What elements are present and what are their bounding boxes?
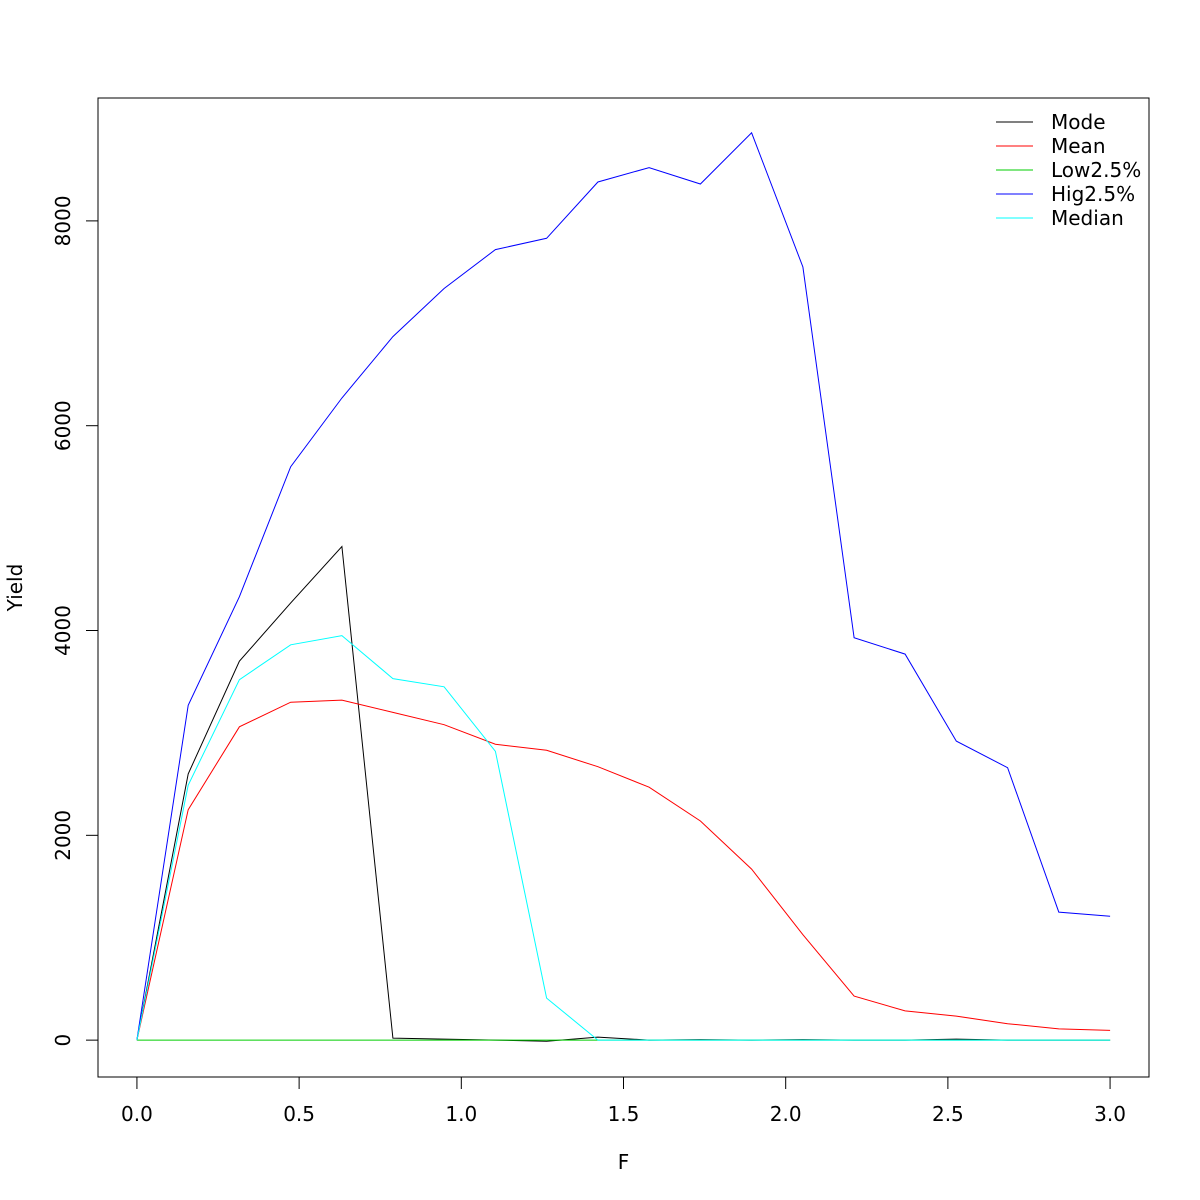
x-tick-label: 1.5 (608, 1102, 640, 1126)
plot-frame (97, 97, 1150, 1078)
x-tick-label: 3.0 (1094, 1102, 1126, 1126)
legend-label-mean: Mean (1051, 134, 1106, 158)
x-axis: 0.0 0.5 1.0 1.5 2.0 2.5 3.0 (121, 1076, 1126, 1126)
y-tick-label: 8000 (51, 195, 75, 246)
y-tick-label: 0 (51, 1034, 75, 1047)
series-lines (136, 131, 1111, 1042)
legend-label-hig2-5: Hig2.5% (1051, 182, 1135, 206)
x-tick-label: 2.0 (770, 1102, 802, 1126)
x-axis-title: F (618, 1150, 630, 1174)
y-tick-label: 2000 (51, 810, 75, 861)
y-axis: 0 2000 4000 6000 8000 (51, 195, 99, 1047)
series-line-hig2-5 (136, 131, 1111, 1041)
legend-label-mode: Mode (1051, 110, 1106, 134)
x-tick-label: 0.5 (283, 1102, 315, 1126)
y-tick-label: 4000 (51, 605, 75, 656)
legend-label-median: Median (1051, 206, 1124, 230)
series-line-median (136, 635, 1111, 1041)
x-tick-label: 1.0 (445, 1102, 477, 1126)
x-tick-label: 2.5 (932, 1102, 964, 1126)
series-line-mode (136, 545, 1111, 1042)
y-axis-title: Yield (3, 564, 27, 613)
series-line-mean (136, 699, 1111, 1041)
legend-label-low2-5: Low2.5% (1051, 158, 1141, 182)
y-tick-label: 6000 (51, 400, 75, 451)
x-tick-label: 0.0 (121, 1102, 153, 1126)
